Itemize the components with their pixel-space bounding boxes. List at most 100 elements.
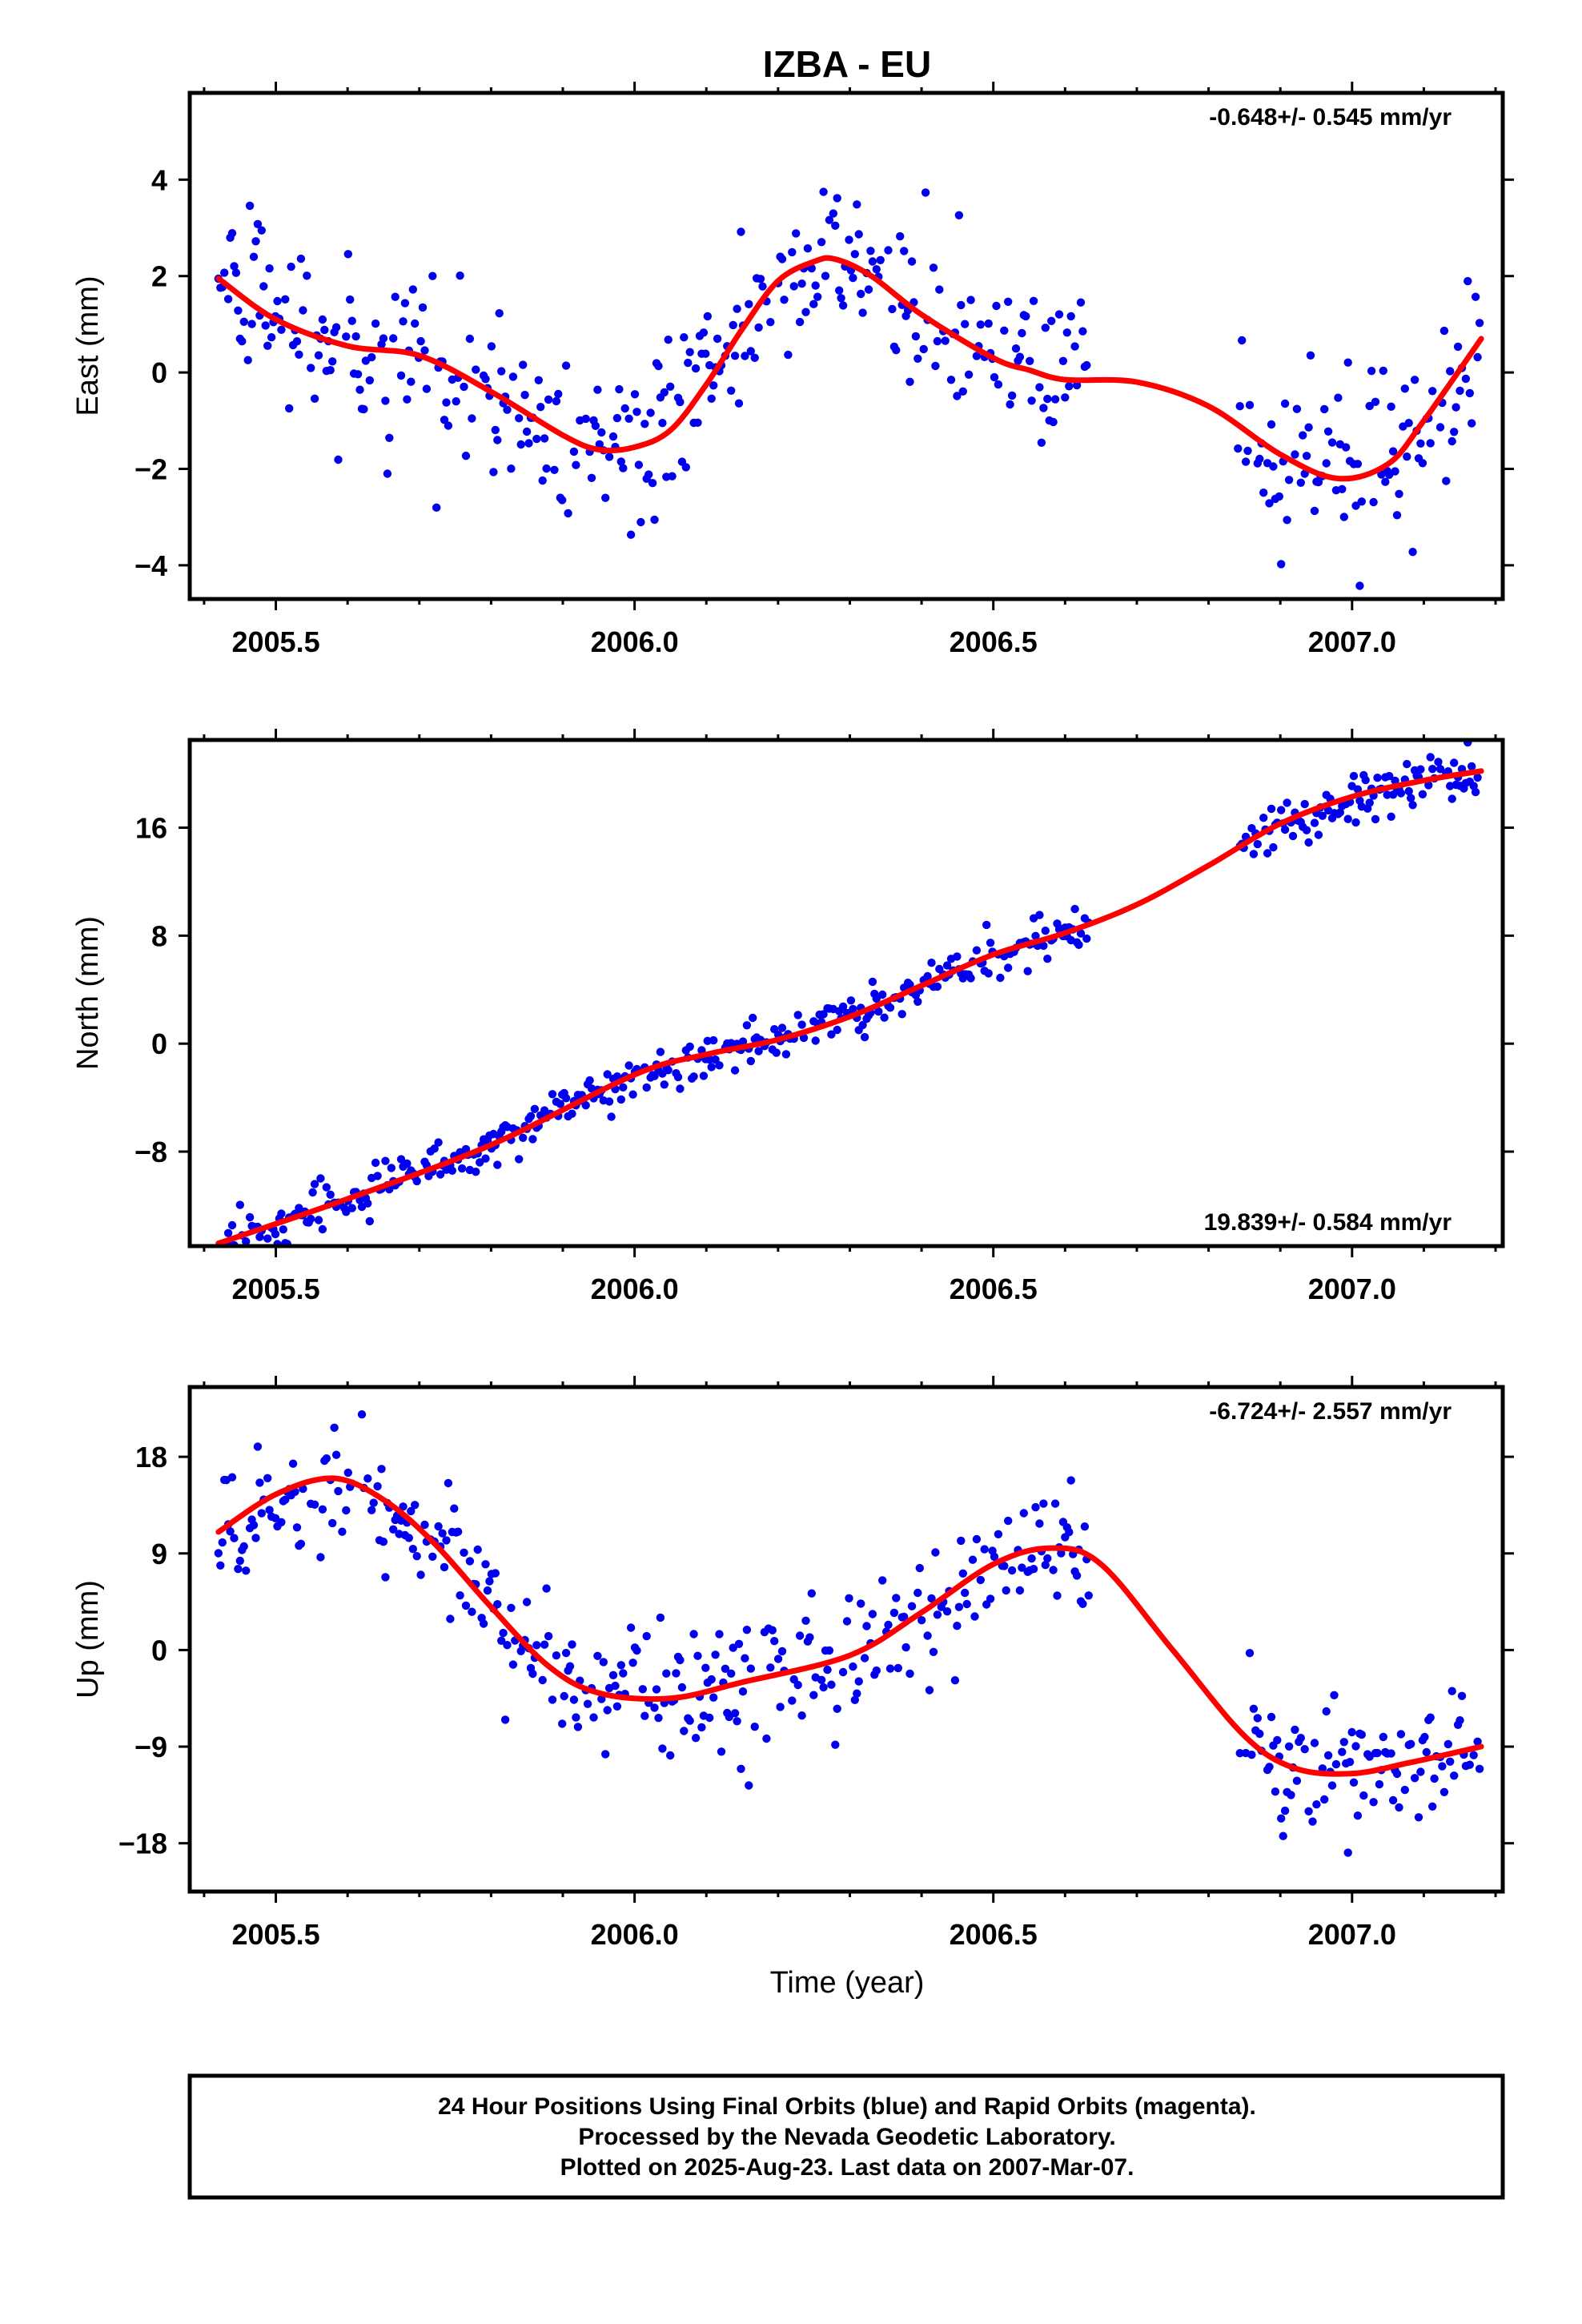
data-point <box>407 1506 416 1516</box>
data-point <box>292 1523 302 1532</box>
data-point <box>984 319 993 328</box>
data-point <box>227 1473 237 1482</box>
x-tick-label: 2007.0 <box>1308 1918 1396 1951</box>
data-point <box>328 1518 337 1528</box>
data-point <box>1381 477 1390 486</box>
data-point <box>1430 1774 1439 1783</box>
data-point <box>1395 489 1403 498</box>
data-point <box>1259 814 1268 822</box>
data-point <box>1004 1516 1013 1526</box>
data-point <box>992 301 1001 311</box>
y-tick-label: 9 <box>151 1538 167 1570</box>
data-point <box>624 414 633 423</box>
data-point <box>707 1675 716 1684</box>
data-point <box>685 348 694 356</box>
data-point <box>1385 771 1394 781</box>
data-point <box>1404 419 1413 428</box>
data-point <box>961 320 970 328</box>
data-point <box>1000 326 1009 335</box>
data-point <box>1314 477 1323 487</box>
data-point <box>1245 400 1255 409</box>
data-point <box>1300 799 1309 809</box>
data-point <box>1284 1742 1294 1751</box>
data-point <box>346 295 355 304</box>
data-point <box>626 530 636 539</box>
data-point <box>554 389 563 399</box>
data-point <box>634 460 644 469</box>
data-point <box>1426 1713 1435 1722</box>
data-point <box>261 321 270 330</box>
data-point <box>1062 328 1072 337</box>
data-point <box>849 273 857 283</box>
data-point <box>522 1598 532 1606</box>
data-point <box>493 1160 502 1169</box>
data-point <box>1473 352 1482 362</box>
data-point <box>857 1599 865 1608</box>
data-point <box>929 1647 938 1656</box>
data-point <box>913 1588 922 1598</box>
data-point <box>1408 801 1417 810</box>
data-point <box>1465 1760 1475 1769</box>
data-point <box>603 1070 612 1079</box>
data-point <box>1461 374 1471 384</box>
data-point <box>338 1527 347 1536</box>
data-point <box>367 352 376 362</box>
data-point <box>365 376 374 385</box>
data-point <box>888 304 897 314</box>
data-point <box>532 1641 541 1650</box>
data-point <box>1387 812 1395 821</box>
data-point <box>1082 360 1091 370</box>
data-point <box>446 1614 455 1623</box>
data-point <box>1299 431 1307 440</box>
data-point <box>652 1685 661 1694</box>
data-point <box>885 1664 895 1673</box>
data-point <box>353 370 363 379</box>
data-point <box>1271 1787 1280 1796</box>
data-point <box>407 377 416 386</box>
data-point <box>456 1591 464 1600</box>
data-point <box>428 271 437 280</box>
data-point <box>1007 1566 1017 1575</box>
data-point <box>377 1465 386 1474</box>
data-point <box>561 361 571 370</box>
data-point <box>479 1619 488 1628</box>
data-point <box>946 376 956 384</box>
data-point <box>363 1199 372 1208</box>
data-point <box>1279 1831 1287 1840</box>
data-point <box>391 292 400 301</box>
data-point <box>235 1200 244 1209</box>
data-point <box>853 1689 861 1698</box>
data-point <box>1359 1791 1368 1800</box>
data-point <box>676 397 685 407</box>
data-point <box>1310 1739 1319 1747</box>
data-point <box>986 939 995 947</box>
data-point <box>831 221 840 230</box>
data-point <box>520 391 529 400</box>
data-point <box>263 341 272 350</box>
data-point <box>738 1687 748 1696</box>
data-point <box>811 1036 820 1045</box>
plot-frame <box>187 1385 1505 1894</box>
data-point <box>526 1112 536 1121</box>
caption-line-2: Processed by the Nevada Geodetic Laborat… <box>578 2124 1115 2150</box>
data-point <box>277 1518 286 1527</box>
y-tick-label: 0 <box>151 1634 167 1667</box>
data-point <box>994 1530 1003 1539</box>
data-point <box>1259 489 1268 497</box>
data-point <box>611 1681 620 1691</box>
data-point <box>1320 404 1329 414</box>
data-point <box>239 1542 248 1551</box>
data-point <box>750 353 759 362</box>
data-point <box>734 399 744 408</box>
data-point <box>495 309 504 318</box>
data-point <box>677 1683 687 1692</box>
data-point <box>342 1506 351 1515</box>
data-point <box>310 1500 319 1510</box>
rate-annotation: -6.724+/- 2.557 mm/yr <box>1209 1398 1452 1425</box>
data-point <box>351 332 360 341</box>
data-point <box>1041 324 1050 332</box>
data-point <box>1373 1748 1382 1758</box>
data-point <box>257 1509 266 1518</box>
data-point <box>1351 818 1360 827</box>
data-point <box>503 405 512 414</box>
